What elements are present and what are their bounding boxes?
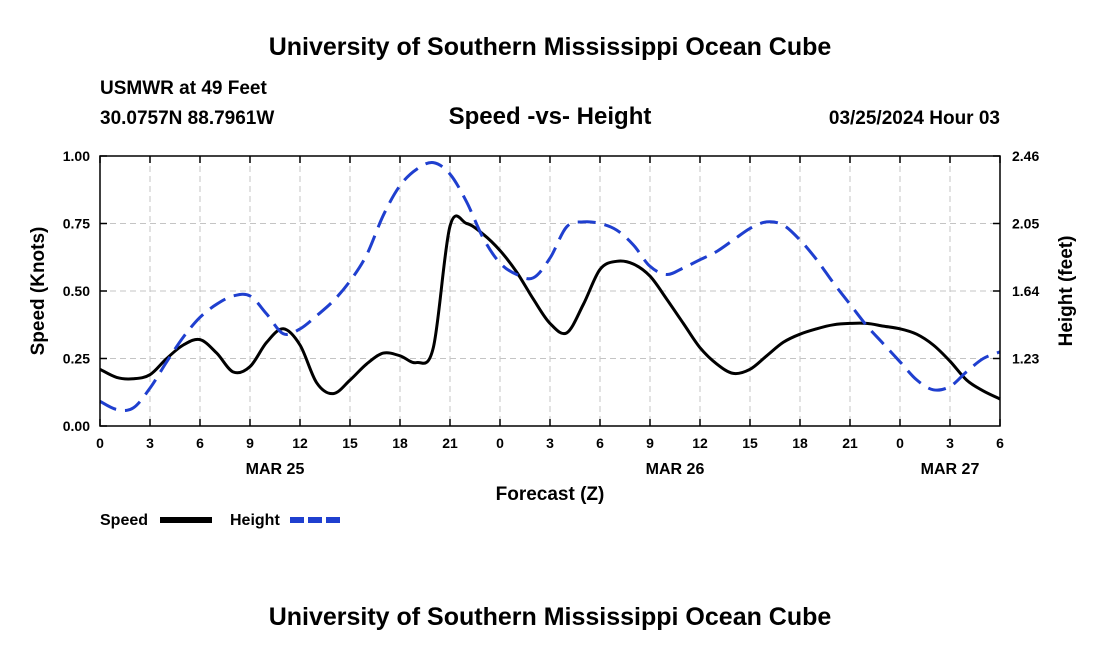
date-label: MAR 26 [646, 461, 705, 478]
x-tick-label: 15 [342, 435, 358, 451]
x-tick-label: 3 [946, 435, 954, 451]
x-tick-label: 9 [646, 435, 654, 451]
y2-axis-label: Height (feet) [1056, 236, 1077, 347]
axes: 0 3 6 9 12 15 18 21 0 3 6 9 12 15 18 21 0 3 6 0.00 0.25 0.50 0… [63, 148, 1040, 478]
y2-tick-label: 2.46 [1012, 148, 1039, 164]
date-label: MAR 27 [921, 461, 980, 478]
x-tick-label: 0 [96, 435, 104, 451]
x-tick-label: 6 [196, 435, 204, 451]
footer-title: University of Southern Mississippi Ocean… [269, 603, 832, 631]
main-title: University of Southern Mississippi Ocean… [269, 33, 832, 61]
y2-tick-label: 2.05 [1012, 216, 1039, 232]
y-tick-label: 0.75 [63, 216, 90, 232]
legend: Speed Height [100, 512, 342, 529]
series-layer [99, 160, 1001, 412]
x-tick-label: 21 [842, 435, 858, 451]
x-tick-label: 21 [442, 435, 458, 451]
x-tick-label: 0 [896, 435, 904, 451]
y2-tick-label: 1.64 [1012, 283, 1039, 299]
x-tick-label: 6 [996, 435, 1004, 451]
y-tick-label: 0.50 [63, 283, 90, 299]
y-axis-label: Speed (Knots) [28, 227, 49, 356]
x-tick-label: 3 [146, 435, 154, 451]
date-label: MAR 25 [246, 461, 305, 478]
datetime-label: 03/25/2024 Hour 03 [829, 108, 1000, 129]
x-tick-label: 0 [496, 435, 504, 451]
x-tick-label: 12 [692, 435, 708, 451]
x-tick-label: 18 [392, 435, 408, 451]
station-label: USMWR at 49 Feet [100, 78, 267, 99]
grid [100, 155, 1000, 426]
x-tick-label: 15 [742, 435, 758, 451]
coords-label: 30.0757N 88.7961W [100, 108, 274, 129]
x-axis-label: Forecast (Z) [496, 484, 605, 505]
x-tick-label: 3 [546, 435, 554, 451]
series-line-speed [99, 214, 1001, 401]
x-tick-label: 18 [792, 435, 808, 451]
legend-label-speed: Speed [100, 512, 148, 529]
chart-subtitle: Speed -vs- Height [449, 103, 652, 130]
legend-label-height: Height [230, 512, 280, 529]
y-tick-label: 1.00 [63, 148, 90, 164]
y2-tick-label: 1.23 [1012, 351, 1039, 367]
series-line-height [99, 160, 1001, 412]
x-tick-label: 12 [292, 435, 308, 451]
x-tick-label: 6 [596, 435, 604, 451]
x-tick-label: 9 [246, 435, 254, 451]
y-tick-label: 0.00 [63, 418, 90, 434]
y-tick-label: 0.25 [63, 351, 90, 367]
